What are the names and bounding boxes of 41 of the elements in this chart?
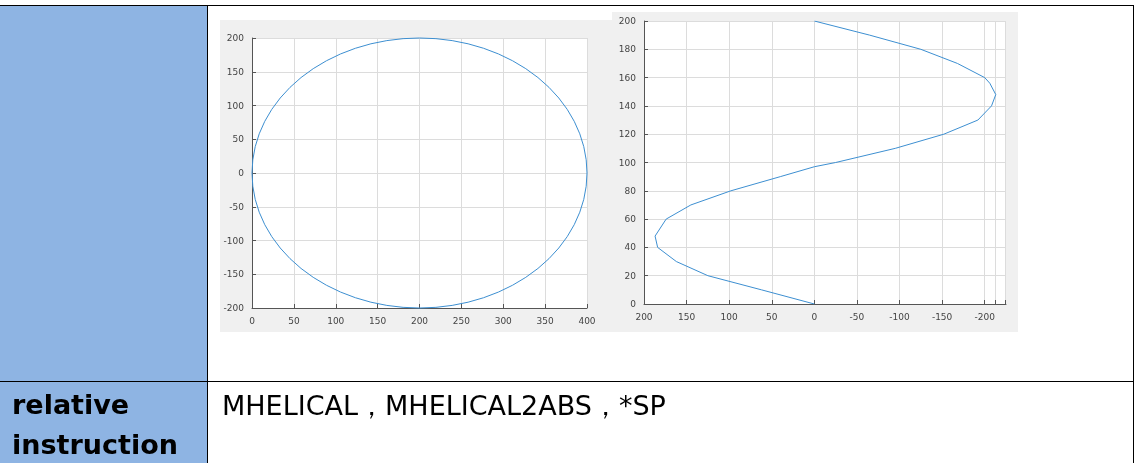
y-tick-label: 140 (618, 100, 637, 111)
y-tick-label: 200 (618, 16, 637, 26)
x-tick-label: 0 (811, 311, 818, 322)
y-tick-label: -200 (223, 303, 245, 313)
y-tick-label: 50 (232, 134, 245, 145)
y-tick-label: -150 (223, 269, 245, 280)
x-tick-label: 300 (494, 315, 513, 326)
x-tick-label: 400 (578, 315, 596, 326)
y-tick-label: 80 (624, 185, 637, 196)
y-tick-label: -100 (223, 235, 245, 246)
x-tick-label: 0 (249, 315, 256, 326)
x-tick-label: -200 (974, 311, 996, 322)
y-tick-label: 180 (618, 44, 637, 55)
x-tick-label: 250 (452, 315, 471, 326)
y-tick-label: 20 (624, 270, 637, 281)
x-tick-label: 100 (720, 311, 739, 322)
x-tick-label: 50 (288, 315, 300, 326)
y-tick-label: 100 (226, 100, 245, 111)
y-tick-label: 150 (226, 66, 245, 77)
y-tick-label: 60 (624, 214, 637, 225)
y-tick-label: 160 (618, 72, 637, 83)
x-tick-label: -150 (931, 311, 953, 322)
text: MHELICAL，MHELICAL2ABS，*SP (222, 389, 666, 423)
x-tick-label: 100 (327, 315, 345, 326)
x-tick-label: 50 (766, 311, 778, 322)
x-tick-label: 150 (369, 315, 387, 326)
y-tick-label: 40 (624, 242, 637, 253)
text: relative instruction (12, 388, 179, 462)
y-tick-label: -50 (229, 201, 245, 212)
x-tick-label: 350 (536, 315, 554, 326)
y-tick-label: 200 (226, 33, 245, 43)
y-tick-label: 100 (618, 157, 637, 168)
y-tick-label: 0 (238, 168, 245, 178)
x-tick-label: -100 (889, 311, 911, 322)
x-tick-label: 200 (410, 315, 429, 326)
y-tick-label: 120 (618, 129, 637, 140)
line-series (654, 20, 997, 305)
x-tick-label: 200 (635, 311, 653, 322)
x-tick-label: 150 (677, 311, 696, 322)
y-tick-label: 0 (630, 299, 637, 309)
x-tick-label: -50 (849, 311, 865, 322)
